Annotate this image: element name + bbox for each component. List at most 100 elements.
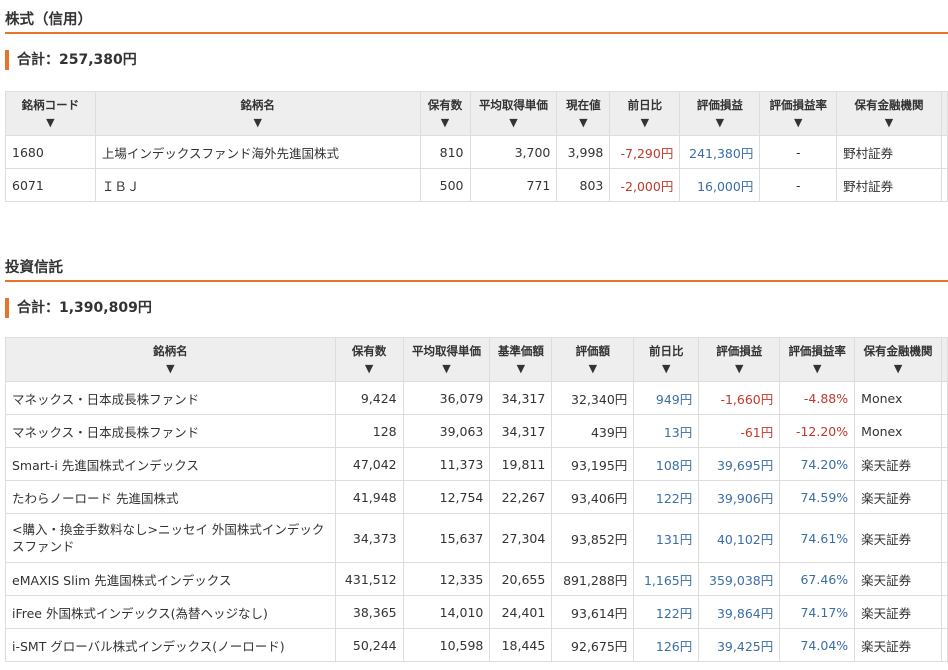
column-header[interactable]: 評価損益 ▼ <box>698 337 781 382</box>
table-cell: 40,102円 <box>698 513 781 563</box>
sort-triangle-down-icon[interactable]: ▼ <box>364 361 374 375</box>
table-cell: 93,852円 <box>551 513 635 563</box>
table-cell: Smart-i 先進国株式インデックス <box>5 447 336 481</box>
header-row: 銘柄名 ▼ 保有数 ▼ 平均取得単価 ▼ 基準価額 ▼ 評価額 ▼ 前日比 ▼ 評価損益 ▼ 評価損益率 ▼ 保… <box>5 337 948 382</box>
sort-triangle-down-icon[interactable]: ▼ <box>509 115 518 129</box>
column-header[interactable]: 評価損益率 ▼ <box>779 337 856 382</box>
column-header-label: 平均取得単価 <box>478 97 548 112</box>
sort-triangle-down-icon[interactable]: ▼ <box>662 361 671 375</box>
column-header[interactable]: 評価損益 ▼ <box>679 91 761 136</box>
table-cell: 16,000円 <box>679 168 761 202</box>
column-header[interactable]: 評価額 ▼ <box>551 337 635 382</box>
column-header-label: 評価損益 <box>696 97 743 112</box>
column-header[interactable]: 銘柄名 ▼ <box>5 337 336 382</box>
table-cell: 20,655 <box>489 562 553 596</box>
sort-triangle-down-icon[interactable]: ▼ <box>440 115 450 129</box>
table-cell: 野村証券 <box>836 168 942 202</box>
sort-triangle-down-icon[interactable]: ▼ <box>812 361 822 375</box>
column-header[interactable]: 平均取得単価 ▼ <box>402 337 491 382</box>
divider <box>5 280 948 282</box>
table-cell: 771 <box>469 168 558 202</box>
table-cell: マネックス・日本成長株ファンド <box>5 414 336 448</box>
table-cell: -4.88% <box>779 381 856 415</box>
sort-triangle-down-icon[interactable]: ▼ <box>253 115 262 129</box>
column-header[interactable]: 前日比 ▼ <box>633 337 700 382</box>
column-header[interactable]: 基準価額 ▼ <box>489 337 553 382</box>
table-cell: 50,244 <box>334 628 404 662</box>
sort-triangle-down-icon[interactable]: ▼ <box>579 115 588 129</box>
column-header-label: 評価損益率 <box>788 343 846 358</box>
table-cell: eMAXIS Slim 先進国株式インデックス <box>5 562 336 596</box>
column-header[interactable]: 前日比 ▼ <box>609 91 681 136</box>
table-cell-overflow <box>940 562 948 596</box>
sort-triangle-down-icon[interactable]: ▼ <box>516 361 526 375</box>
table-cell: 47,042 <box>334 447 404 481</box>
sort-triangle-down-icon[interactable]: ▼ <box>46 115 55 129</box>
column-header[interactable]: 保有金融機関 ▼ <box>836 91 942 136</box>
table-cell: 38,365 <box>334 595 404 629</box>
table-cell: 1680 <box>5 135 96 169</box>
sort-triangle-down-icon[interactable]: ▼ <box>893 361 903 375</box>
sort-triangle-down-icon[interactable]: ▼ <box>588 361 598 375</box>
divider <box>5 32 948 34</box>
table-cell: ＩＢＪ <box>94 168 421 202</box>
table-row: 1680 上場インデックスファンド海外先進国株式 810 3,700 3,998 -7,2… <box>5 135 948 169</box>
sort-triangle-down-icon[interactable]: ▼ <box>640 115 650 129</box>
table-cell: iFree 外国株式インデックス(為替ヘッジなし) <box>5 595 336 629</box>
header-row: 銘柄コード ▼ 銘柄名 ▼ 保有数 ▼ 平均取得単価 ▼ 現在値 ▼ 前日比 ▼ 評価損益 ▼ 評価損益率 ▼… <box>5 91 948 136</box>
table-cell-overflow <box>940 595 948 629</box>
table-cell: Monex <box>854 414 942 448</box>
table-cell: -7,290円 <box>609 135 681 169</box>
table-cell: 22,267 <box>489 480 553 514</box>
table-cell: 6071 <box>5 168 96 202</box>
table-row: 6071 ＩＢＪ 500 771 803 -2,000円 16,000円 - 野村証券 <box>5 168 948 202</box>
table-cell: 36,079 <box>402 381 491 415</box>
table-cell: 楽天証券 <box>854 513 942 563</box>
sort-triangle-down-icon[interactable]: ▼ <box>793 115 803 129</box>
table-cell: -12.20% <box>779 414 856 448</box>
sort-triangle-down-icon[interactable]: ▼ <box>442 361 451 375</box>
column-header[interactable]: 保有数 ▼ <box>334 337 404 382</box>
margin-total: 合計：257,380円 <box>5 50 137 70</box>
column-header[interactable]: 平均取得単価 ▼ <box>469 91 558 136</box>
sort-triangle-down-icon[interactable]: ▼ <box>735 361 744 375</box>
table-cell: - <box>759 168 838 202</box>
table-cell: 67.46% <box>779 562 856 596</box>
table-row: Smart-i 先進国株式インデックス 47,042 11,373 19,811 93,… <box>5 447 948 481</box>
column-header[interactable]: 銘柄名 ▼ <box>94 91 421 136</box>
column-header-label: 銘柄名 <box>153 343 188 358</box>
table-cell: 359,038円 <box>698 562 781 596</box>
table-cell: 楽天証券 <box>854 595 942 629</box>
column-header-label: 前日比 <box>627 97 663 112</box>
table-cell: 439円 <box>551 414 635 448</box>
sort-triangle-down-icon[interactable]: ▼ <box>715 115 725 129</box>
table-cell-overflow <box>940 381 948 415</box>
table-row: <購入・換金手数料なし>ニッセイ 外国株式インデックスファンド 34,373 15,… <box>5 513 948 563</box>
table-cell: 3,700 <box>469 135 558 169</box>
column-header[interactable]: 現在値 ▼ <box>556 91 611 136</box>
table-cell: <購入・換金手数料なし>ニッセイ 外国株式インデックスファンド <box>5 513 336 563</box>
table-cell: 13円 <box>633 414 700 448</box>
column-header[interactable]: 保有金融機関 ▼ <box>854 337 942 382</box>
column-header-label: 保有数 <box>351 343 387 358</box>
column-header[interactable]: 評価損益率 ▼ <box>759 91 838 136</box>
table-cell: 12,754 <box>402 480 491 514</box>
table-cell: 34,317 <box>489 414 553 448</box>
table-cell: - <box>759 135 838 169</box>
sort-triangle-down-icon[interactable]: ▼ <box>884 115 894 129</box>
table-cell: 3,998 <box>556 135 611 169</box>
table-cell: 上場インデックスファンド海外先進国株式 <box>94 135 421 169</box>
table-cell: 41,948 <box>334 480 404 514</box>
table-cell: 9,424 <box>334 381 404 415</box>
table-cell: 楽天証券 <box>854 628 942 662</box>
column-header[interactable]: 保有数 ▼ <box>419 91 471 136</box>
table-cell: 15,637 <box>402 513 491 563</box>
table-cell: 500 <box>419 168 471 202</box>
column-header-label: 平均取得単価 <box>412 343 481 358</box>
sort-triangle-down-icon[interactable]: ▼ <box>166 361 175 375</box>
column-header[interactable]: 銘柄コード ▼ <box>5 91 96 136</box>
column-header-label: 評価額 <box>575 343 611 358</box>
table-cell: 891,288円 <box>551 562 635 596</box>
table-cell: 34,317 <box>489 381 553 415</box>
table-cell-overflow <box>940 135 948 169</box>
